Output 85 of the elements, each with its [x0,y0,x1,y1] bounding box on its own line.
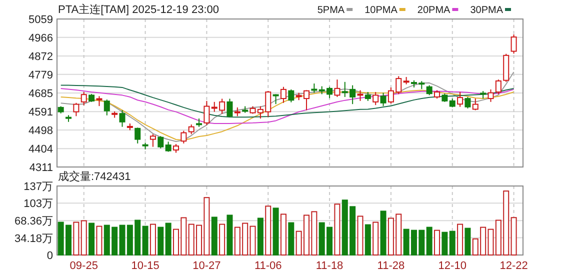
bar [380,210,386,256]
bar [96,226,102,256]
candlestick [204,100,210,126]
bar [442,232,448,256]
x-tick-label: 09-25 [70,260,98,272]
y-tick-label: 68.36万 [14,216,53,228]
bar [357,216,364,256]
x-tick-label: 11-18 [316,260,344,272]
y-tick-label: 4404 [28,144,53,156]
candlestick [288,88,294,103]
bar [226,214,233,256]
legend-label: 30PMA [470,5,504,16]
candlestick [158,136,164,149]
bar [334,204,340,256]
candlestick [180,130,187,144]
bar [288,222,294,256]
x-tick-label: 10-27 [192,260,221,272]
candlestick [96,96,102,107]
bar [510,217,517,256]
chart-title: PTA主连[TAM] 2025-12-19 23:00 [58,3,219,16]
line-series [60,72,514,142]
candlestick [357,90,364,102]
candlestick [380,92,386,107]
bar [165,222,172,256]
legend-label: 10PMA [364,5,398,16]
candlestick [104,99,110,116]
candlestick [464,96,471,109]
bar [280,214,286,256]
bar [364,224,371,256]
candlestick [119,110,126,128]
bar [272,208,279,256]
bar [434,230,440,256]
candlestick [372,92,379,106]
y-tick-label: 4591 [28,106,53,119]
y-tick-label: 4311 [29,162,53,174]
bar [449,230,456,256]
bar [372,222,379,256]
bar [250,226,256,256]
legend-label: 5PMA [317,5,345,16]
y-tick-label: 4498 [28,125,53,137]
candlestick [488,88,494,102]
y-tick-label: 137万 [24,181,53,193]
x-tick-label: 11-06 [254,260,282,272]
bar [219,224,226,256]
chart-title: 成交量:742431 [58,170,131,183]
candlestick [311,83,318,94]
legend-label: 20PMA [417,5,451,16]
bar [142,226,148,256]
y-tick-label: 103万 [24,198,53,210]
candlestick [280,86,286,104]
bar [80,220,87,256]
bar [426,226,432,256]
candlestick [226,98,233,118]
x-tick-label: 10-15 [131,260,160,272]
x-tick-label: 11-28 [377,260,405,272]
candlestick [334,79,340,98]
y-tick-label: 4685 [28,88,53,100]
bar [211,216,218,256]
bar [150,224,156,256]
candlestick [510,34,517,54]
candlestick [426,84,432,96]
x-tick-label: 12-22 [500,260,528,272]
candlestick [150,134,156,148]
y-tick-label: 4872 [28,51,53,63]
y-tick-label: 34.18万 [14,232,53,245]
bar [257,218,264,256]
bar [457,224,464,256]
bar [464,228,471,256]
candlestick [272,94,279,105]
bar [88,222,95,256]
candlestick [134,127,141,144]
y-tick-label: 0 [46,250,53,262]
bar [73,222,80,256]
candlestick [73,102,80,117]
candlestick [472,98,478,111]
candlestick [188,124,194,135]
y-tick-label: 5059 [28,14,53,26]
candlestick [80,92,87,106]
bar [265,206,272,256]
bar [158,226,164,256]
candlestick [165,141,172,152]
y-tick-label: 4966 [28,32,53,44]
candlestick [457,92,464,108]
x-tick-label: 12-10 [438,260,466,272]
y-tick-label: 4779 [28,69,53,82]
